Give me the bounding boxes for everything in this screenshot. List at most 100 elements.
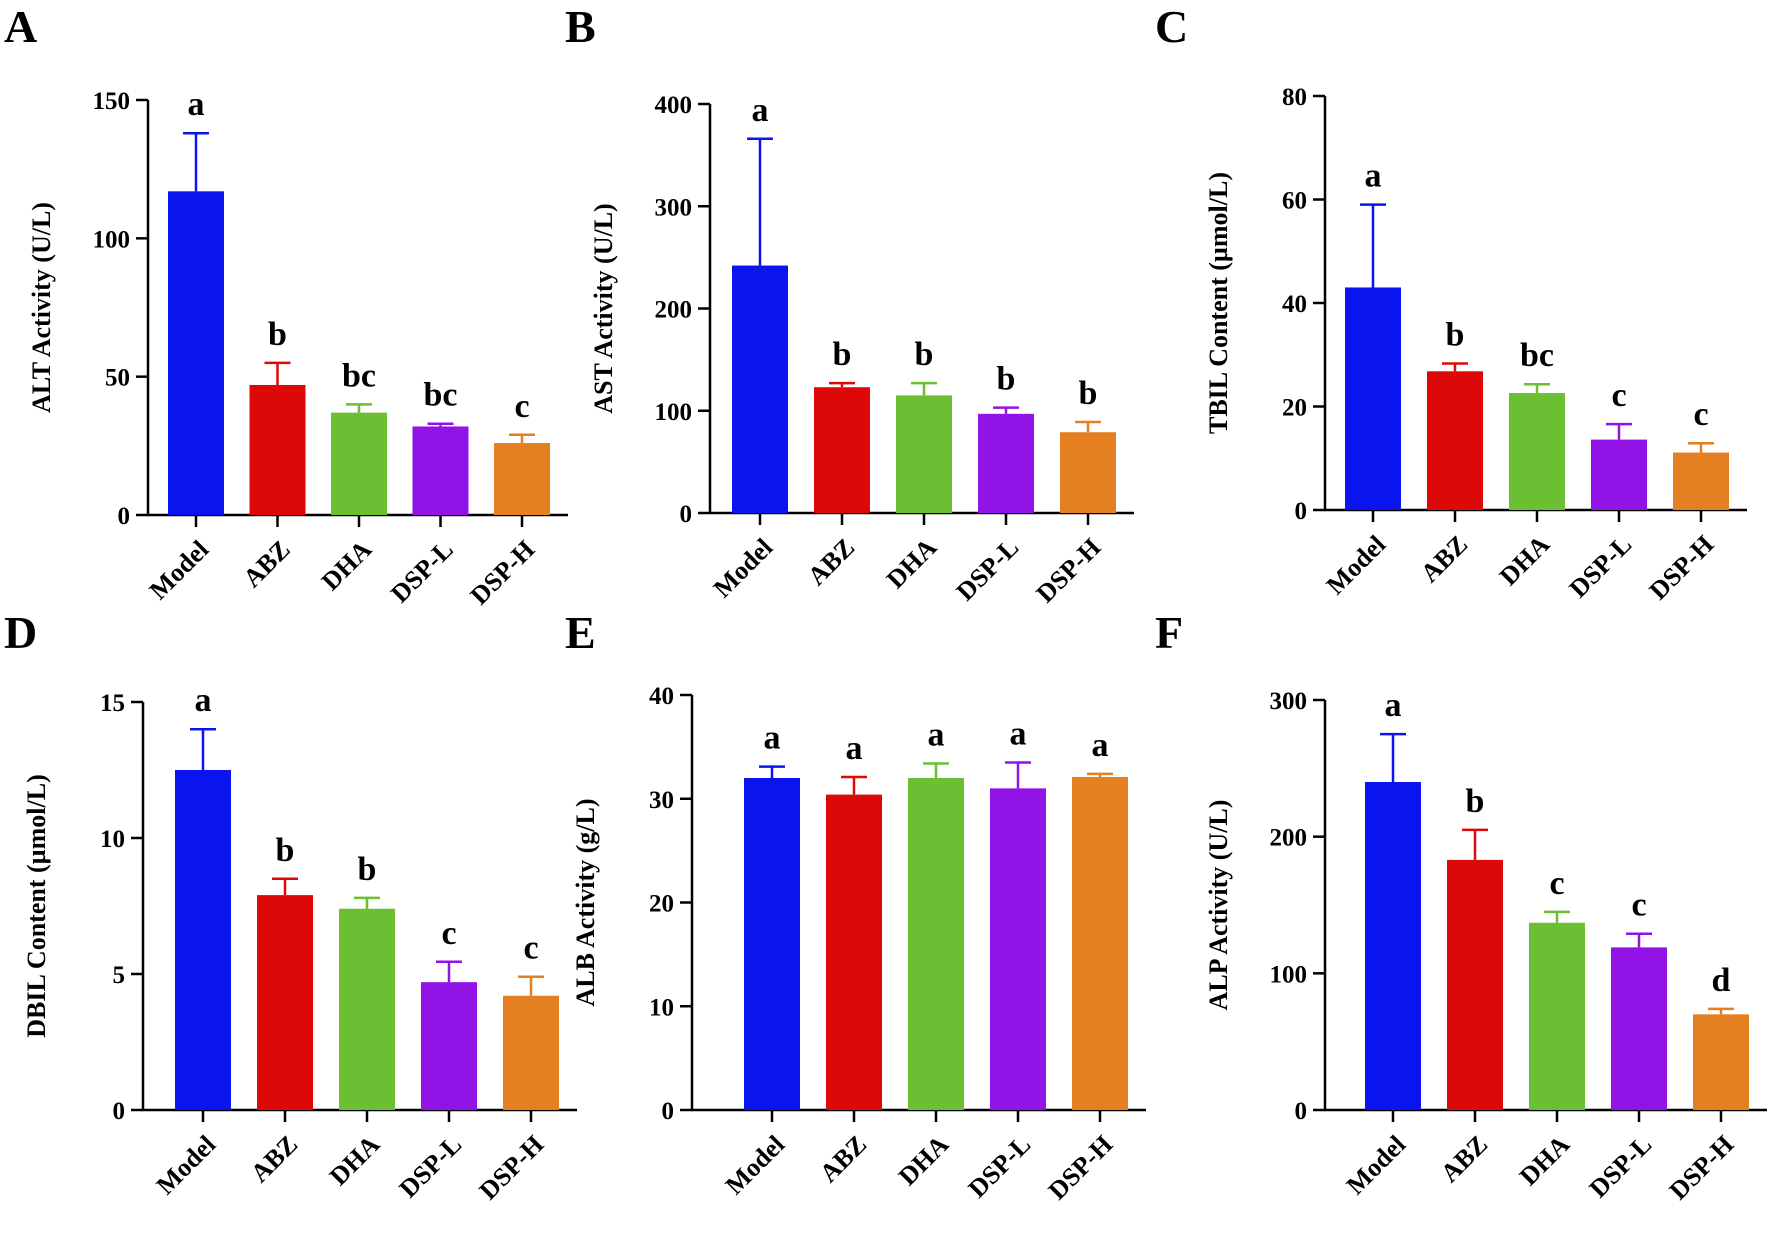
bar-model[interactable] <box>168 191 224 516</box>
bar-abz[interactable] <box>257 895 313 1110</box>
significance-letter: a <box>1092 727 1109 764</box>
significance-letter: bc <box>424 377 458 414</box>
significance-letter: c <box>1611 377 1626 414</box>
significance-letter: b <box>1079 375 1098 412</box>
category-label: ABZ <box>814 1130 872 1188</box>
bar-abz[interactable] <box>249 384 306 515</box>
category-label: DSP-H <box>1644 530 1720 606</box>
y-tick-label: 300 <box>655 194 693 221</box>
significance-letter: b <box>915 336 934 373</box>
significance-letter: a <box>1010 715 1027 752</box>
panel-letter-b: B <box>565 1 596 52</box>
y-tick-label: 400 <box>655 92 693 119</box>
bar-abz[interactable] <box>1447 859 1503 1110</box>
significance-letter: c <box>1693 396 1708 433</box>
category-label: DHA <box>893 1130 955 1192</box>
category-label: ABZ <box>245 1130 303 1188</box>
y-axis-label-f: ALP Activity (U/L) <box>1204 800 1233 1011</box>
category-label: DSP-L <box>951 533 1025 607</box>
y-tick-label: 300 <box>1270 688 1308 715</box>
y-tick-label: 20 <box>1282 395 1307 422</box>
y-tick-label: 15 <box>100 690 125 717</box>
panel-letter-f: F <box>1155 607 1183 658</box>
bar-model[interactable] <box>744 778 800 1110</box>
category-label: DSP-L <box>963 1130 1037 1204</box>
category-label: Model <box>151 1130 222 1201</box>
y-tick-label: 40 <box>1282 291 1307 318</box>
y-axis-label-a: ALT Activity (U/L) <box>27 202 56 413</box>
bar-dha[interactable] <box>1509 393 1565 510</box>
bar-dha[interactable] <box>331 412 387 515</box>
chart-panel-e: E ALB Activity (g/L) 0 10 20 30 40 a Model a ABZ a D… <box>565 607 1146 1205</box>
category-label: Model <box>1341 1130 1412 1201</box>
bar-dsp-l[interactable] <box>1591 439 1647 510</box>
significance-letter: a <box>764 720 781 757</box>
category-label: DHA <box>1494 530 1556 592</box>
bar-dsp-h[interactable] <box>1060 432 1116 513</box>
y-tick-label: 0 <box>680 501 693 528</box>
bar-dha[interactable] <box>908 778 964 1110</box>
category-label: ABZ <box>802 533 860 591</box>
significance-letter: b <box>1446 317 1465 354</box>
significance-letter: c <box>523 930 538 967</box>
significance-letter: b <box>358 851 377 888</box>
category-label: Model <box>144 535 215 606</box>
bar-model[interactable] <box>732 265 788 513</box>
bar-model[interactable] <box>1345 287 1401 510</box>
bar-dsp-l[interactable] <box>978 413 1034 513</box>
chart-panel-f: F ALP Activity (U/L) 0 100 200 300 a Model b ABZ c… <box>1155 607 1767 1205</box>
bar-dha[interactable] <box>896 395 952 513</box>
category-label: DSP-H <box>465 535 541 611</box>
category-label: Model <box>720 1130 791 1201</box>
y-tick-label: 0 <box>1295 1098 1308 1125</box>
category-label: DSP-H <box>1043 1130 1119 1206</box>
significance-letter: a <box>188 86 205 123</box>
category-label: DSP-H <box>1031 533 1107 609</box>
bar-dsp-l[interactable] <box>1611 947 1667 1110</box>
y-tick-label: 0 <box>1295 498 1308 525</box>
significance-letter: c <box>441 915 456 952</box>
y-tick-label: 20 <box>649 891 674 918</box>
bar-dsp-h[interactable] <box>1673 452 1729 510</box>
significance-letter: a <box>195 682 212 719</box>
chart-panel-a: A ALT Activity (U/L) 0 50 100 150 a Model b ABZ bc… <box>4 1 568 610</box>
y-tick-label: 0 <box>113 1098 126 1125</box>
bar-dsp-l[interactable] <box>990 788 1046 1110</box>
y-axis-label-e: ALB Activity (g/L) <box>571 799 600 1007</box>
bar-dsp-l[interactable] <box>412 426 469 515</box>
y-tick-label: 80 <box>1282 84 1307 111</box>
bar-model[interactable] <box>175 770 231 1110</box>
bar-dsp-h[interactable] <box>1072 776 1128 1110</box>
y-tick-label: 100 <box>93 226 131 253</box>
y-tick-label: 40 <box>649 683 674 710</box>
y-tick-label: 50 <box>105 365 130 392</box>
significance-letter: c <box>514 388 529 425</box>
y-tick-label: 200 <box>655 297 693 324</box>
category-label: DHA <box>881 533 943 595</box>
panel-letter-d: D <box>4 607 37 658</box>
significance-letter: b <box>833 336 852 373</box>
bar-dsp-h[interactable] <box>503 995 559 1110</box>
significance-letter: d <box>1712 962 1731 999</box>
significance-letter: a <box>752 92 769 129</box>
bar-dha[interactable] <box>339 908 395 1110</box>
chart-panel-c: C TBIL Content (µmol/L) 0 20 40 60 80 a Model b AB… <box>1155 1 1747 605</box>
category-label: DHA <box>324 1130 386 1192</box>
category-label: DHA <box>316 535 378 597</box>
bar-dsp-l[interactable] <box>421 982 477 1110</box>
significance-letter: b <box>276 832 295 869</box>
bar-abz[interactable] <box>814 387 870 513</box>
bar-abz[interactable] <box>1427 371 1483 510</box>
significance-letter: b <box>1466 783 1485 820</box>
bar-dsp-h[interactable] <box>1693 1014 1749 1110</box>
significance-letter: a <box>1365 158 1382 195</box>
significance-letter: bc <box>342 357 376 394</box>
category-label: DSP-L <box>1584 1130 1658 1204</box>
chart-panel-d: D DBIL Content (µmol/L) 0 5 10 15 a Model b ABZ b D… <box>4 607 577 1205</box>
bar-dsp-h[interactable] <box>494 443 550 515</box>
category-label: Model <box>1321 530 1392 601</box>
bar-model[interactable] <box>1365 782 1421 1110</box>
bar-dha[interactable] <box>1529 922 1585 1110</box>
category-label: ABZ <box>237 535 295 593</box>
bar-abz[interactable] <box>826 794 882 1110</box>
